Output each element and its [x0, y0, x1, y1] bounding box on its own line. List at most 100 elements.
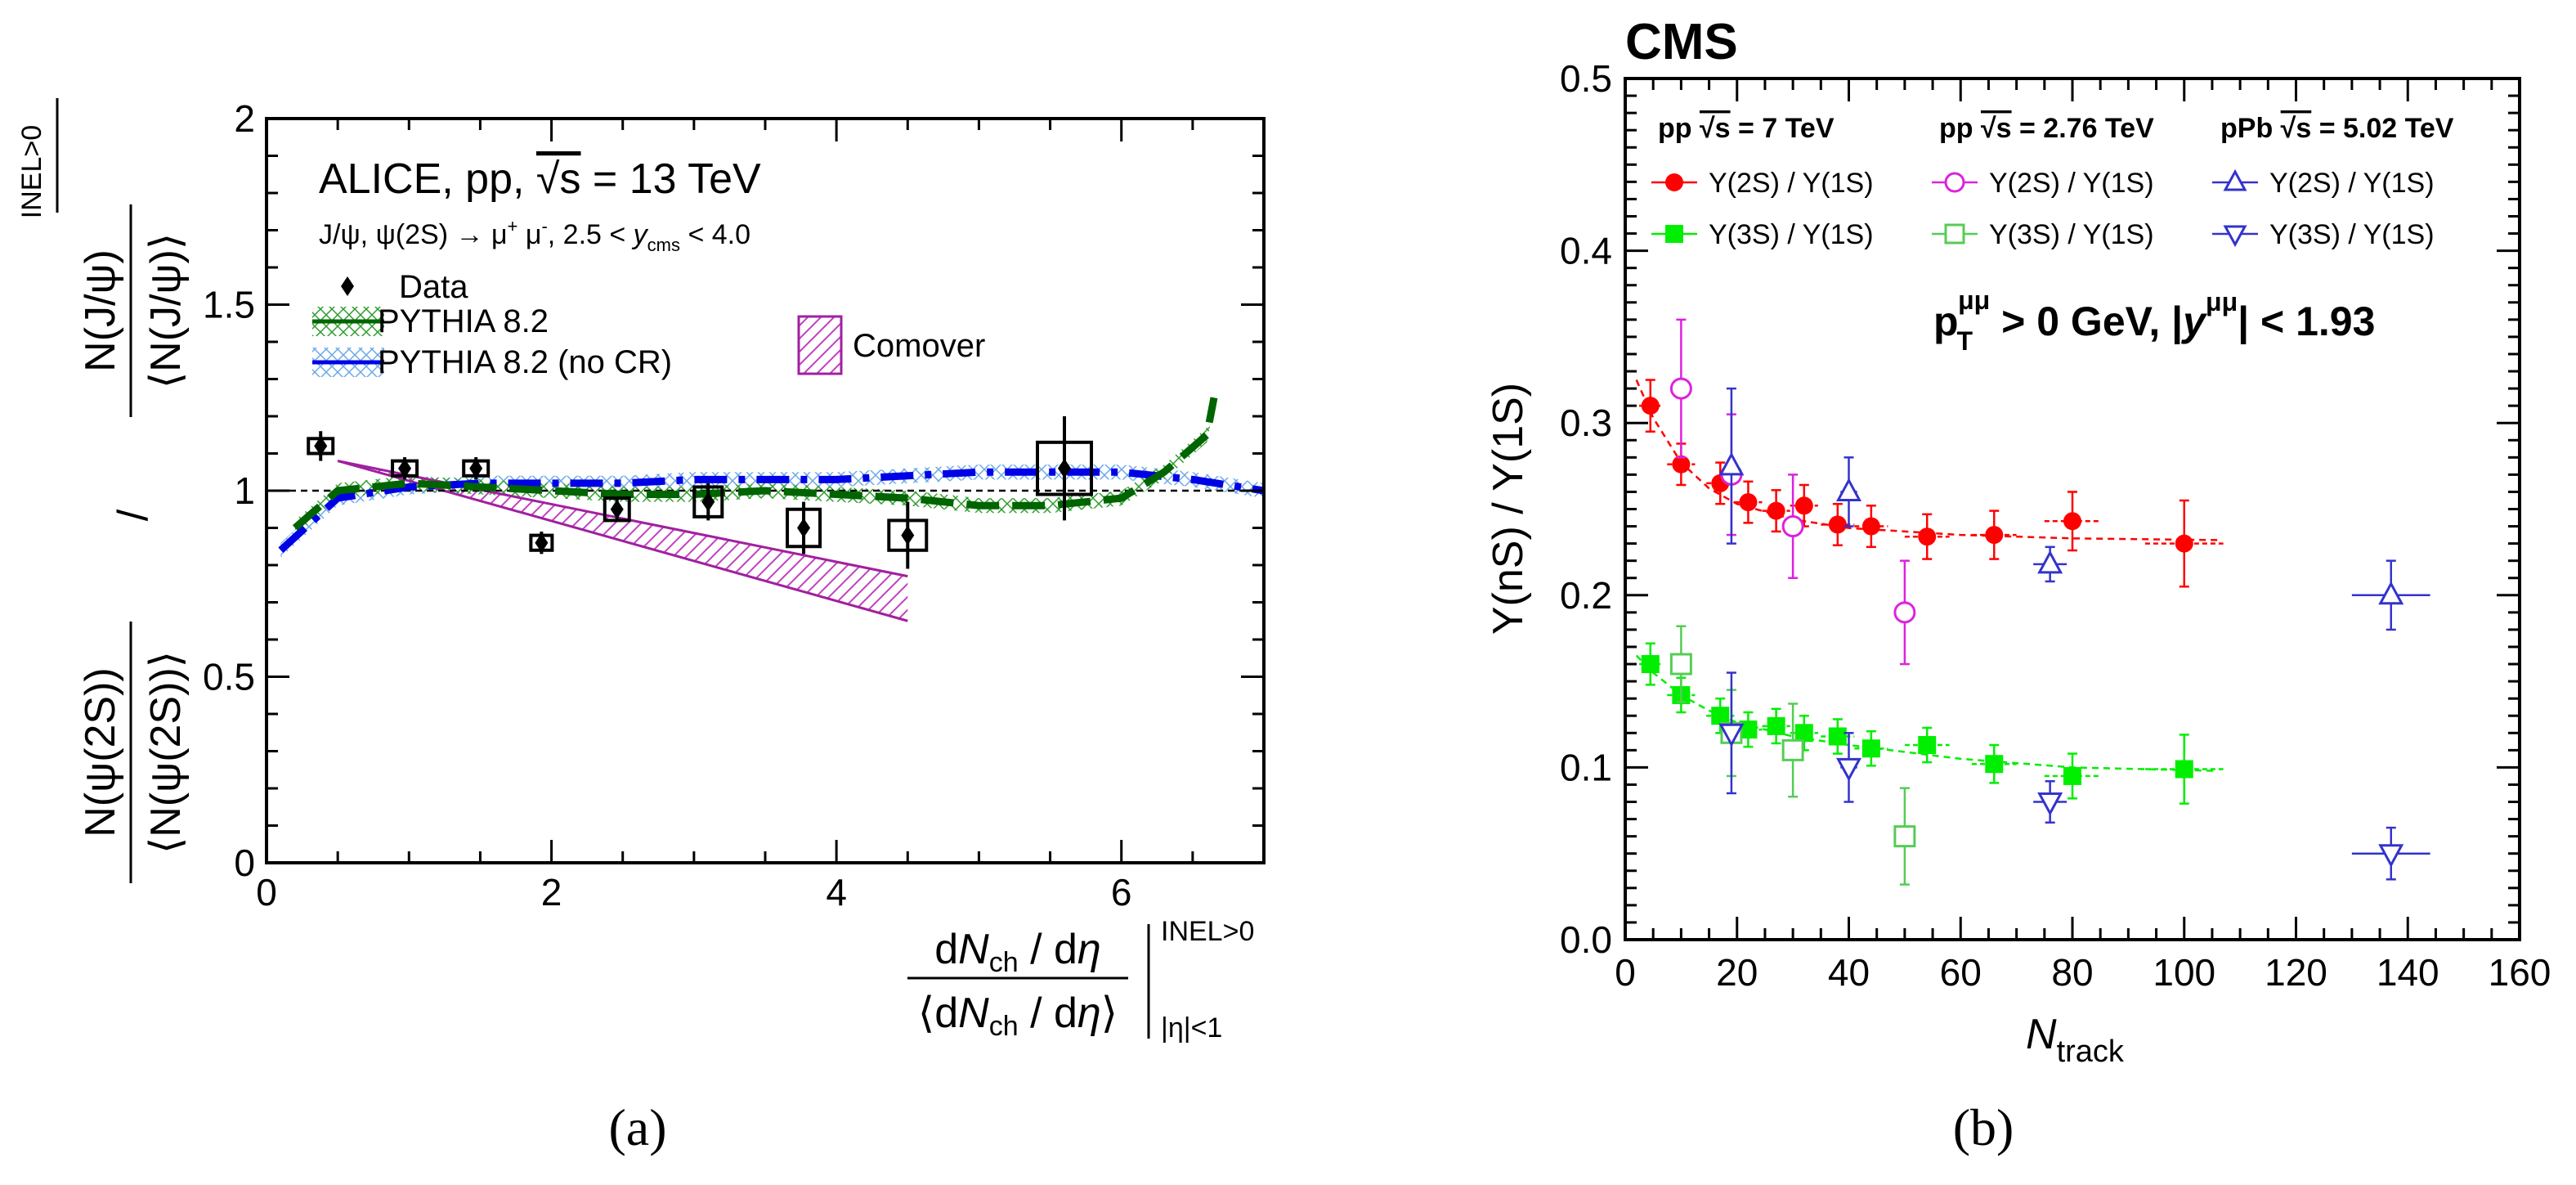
b-marker-open-square — [1781, 738, 1804, 761]
b-data-point — [1835, 456, 1862, 527]
a-ylabel-slash: / — [110, 509, 157, 521]
a-data-point — [603, 496, 631, 523]
a-ylabel-den1: ⟨N(ψ(2S))⟩ — [142, 651, 190, 854]
a-diamond-marker — [535, 532, 549, 553]
b-marker-filled-circle — [1665, 173, 1683, 191]
b-ticks: 0 20 40 60 80 100 120 140 160 0.0 0.1 0.2 0.3 0.4 0.5 — [1560, 57, 2551, 994]
b-legend-header-502tev: pPb √s = 5.02 TeV — [2220, 113, 2454, 144]
a-y-tick-label: 1 — [234, 469, 255, 512]
b-marker-open-triangle-down — [2223, 225, 2247, 248]
panel-b: 0 20 40 60 80 100 120 140 1600.00.10.20.30.40.5 … — [1485, 14, 2551, 1156]
b-data-point — [1971, 509, 2017, 560]
a-data-point — [692, 483, 724, 521]
a-ylabel: N(ψ(2S)) ⟨N(ψ(2S))⟩ / N(J/ψ) ⟨N(J/ψ)⟩ IN… — [16, 98, 190, 883]
b-legend-label-3: Υ(3S) / Υ(1S) — [1989, 219, 2154, 250]
b-marker-filled-circle — [1918, 527, 1937, 546]
caption-a: (a) — [608, 1098, 666, 1156]
b-marker-filled-square — [2175, 760, 2193, 779]
b-data-point — [1669, 318, 1692, 459]
b-marker-filled-square — [1739, 720, 1758, 739]
a-pythia-band — [294, 390, 1214, 536]
b-data-point — [1718, 671, 1745, 795]
b-marker-open-triangle-down — [2378, 844, 2404, 868]
a-xlabel: dNch / dη ⟨dNch / dη⟩ INEL>0 |η|<1 — [907, 916, 1254, 1044]
a-diamond-marker — [469, 458, 483, 478]
b-data-point — [1762, 707, 1790, 745]
b-data-point — [1706, 697, 1735, 734]
b-x-tick-label: 120 — [2265, 951, 2327, 994]
a-data-point — [391, 457, 419, 480]
b-marker-filled-square — [1918, 736, 1937, 755]
b-marker-open-triangle-down — [1835, 757, 1862, 782]
b-data-point — [1854, 505, 1888, 549]
b-legend-header-7tev: pp √s = 7 TeV — [1658, 113, 1835, 144]
b-marker-filled-square — [1794, 724, 1813, 743]
b-data-point — [2033, 545, 2068, 583]
b-legend-markers — [1651, 168, 2258, 248]
b-data-point — [2033, 779, 2068, 824]
b-marker-filled-square — [2063, 766, 2081, 785]
a-data-point — [1036, 416, 1093, 521]
b-y-tick-label: 0.5 — [1560, 57, 1612, 100]
b-data-point — [1781, 474, 1804, 579]
b-marker-open-triangle-down — [1718, 723, 1745, 747]
b-marker-filled-circle — [1861, 517, 1880, 536]
a-comover-upper-edge — [337, 460, 908, 578]
a-xlabel-sup: INEL>0 — [1161, 916, 1254, 947]
b-data-point — [2351, 559, 2430, 631]
a-diamond-marker — [797, 518, 811, 538]
b-x-tick-label: 160 — [2489, 951, 2551, 994]
a-data-point — [462, 457, 491, 480]
a-title: ALICE, pp, √s = 13 TeV — [319, 155, 761, 203]
a-ylabel-sup: INEL>0 — [16, 125, 47, 218]
a-ticks: 0 2 4 6 0 0.5 1 1.5 2 — [203, 97, 1266, 913]
a-model-bands — [280, 390, 1264, 622]
b-marker-filled-square — [1985, 755, 2004, 774]
b-data-point — [1718, 387, 1745, 545]
b-marker-filled-circle — [2175, 534, 2193, 553]
b-marker-open-square — [1944, 223, 1965, 245]
b-data-point — [2044, 752, 2101, 800]
b-y-tick-label: 0.1 — [1560, 746, 1612, 788]
a-data-point — [786, 501, 822, 554]
b-x-tick-label: 20 — [1716, 951, 1758, 994]
b-marker-filled-square — [1711, 707, 1730, 725]
b-x-tick-label: 80 — [2051, 951, 2093, 994]
b-data-point — [1904, 726, 1950, 764]
b-marker-open-triangle-up — [1718, 451, 1745, 476]
a-x-tick-label: 6 — [1111, 871, 1132, 913]
b-y-tick-label: 0.2 — [1560, 574, 1612, 617]
b-x-tick-label: 0 — [1615, 951, 1636, 994]
a-legend-label-pythia-nocr: PYTHIA 8.2 (no CR) — [378, 344, 672, 380]
b-legend-label-1: Υ(3S) / Υ(1S) — [1709, 219, 1874, 250]
a-pythia-curve — [292, 397, 1218, 531]
b-y-tick-label: 0.3 — [1560, 402, 1612, 444]
a-xlabel-sub: |η|<1 — [1161, 1012, 1222, 1044]
a-sys-box — [1036, 440, 1093, 496]
b-title: CMS — [1625, 14, 1738, 70]
caption-b: (b) — [1953, 1098, 2014, 1156]
a-data-point — [307, 431, 335, 461]
b-y-tick-label: 0.0 — [1560, 918, 1612, 961]
a-ylabel-num1: N(ψ(2S)) — [77, 667, 124, 837]
a-legend-label-comover: Comover — [853, 328, 985, 364]
a-data-point — [529, 532, 554, 554]
b-data-point — [1734, 711, 1763, 748]
a-ylabel-den2: ⟨N(J/ψ)⟩ — [142, 233, 190, 388]
a-y-tick-label: 1.5 — [203, 284, 255, 326]
b-marker-filled-square — [1767, 716, 1785, 735]
b-x-tick-label: 140 — [2377, 951, 2439, 994]
b-data-point — [1854, 729, 1888, 767]
b-x-tick-label: 60 — [1940, 951, 1982, 994]
a-sys-box — [603, 496, 631, 523]
b-cut-text: pTμμ > 0 GeV, |yμμ| < 1.93 — [1933, 285, 2375, 356]
b-data-point — [1790, 714, 1818, 752]
b-data-point — [1639, 379, 1662, 433]
b-legend-label-0: Υ(2S) / Υ(1S) — [1709, 168, 1874, 199]
b-marker-filled-circle — [1641, 397, 1660, 415]
b-ylabel: Υ(nS) / Υ(1S) — [1485, 383, 1532, 635]
a-x-tick-label: 4 — [826, 871, 847, 913]
b-data-point — [1762, 489, 1790, 533]
b-marker-filled-square — [1641, 655, 1660, 674]
